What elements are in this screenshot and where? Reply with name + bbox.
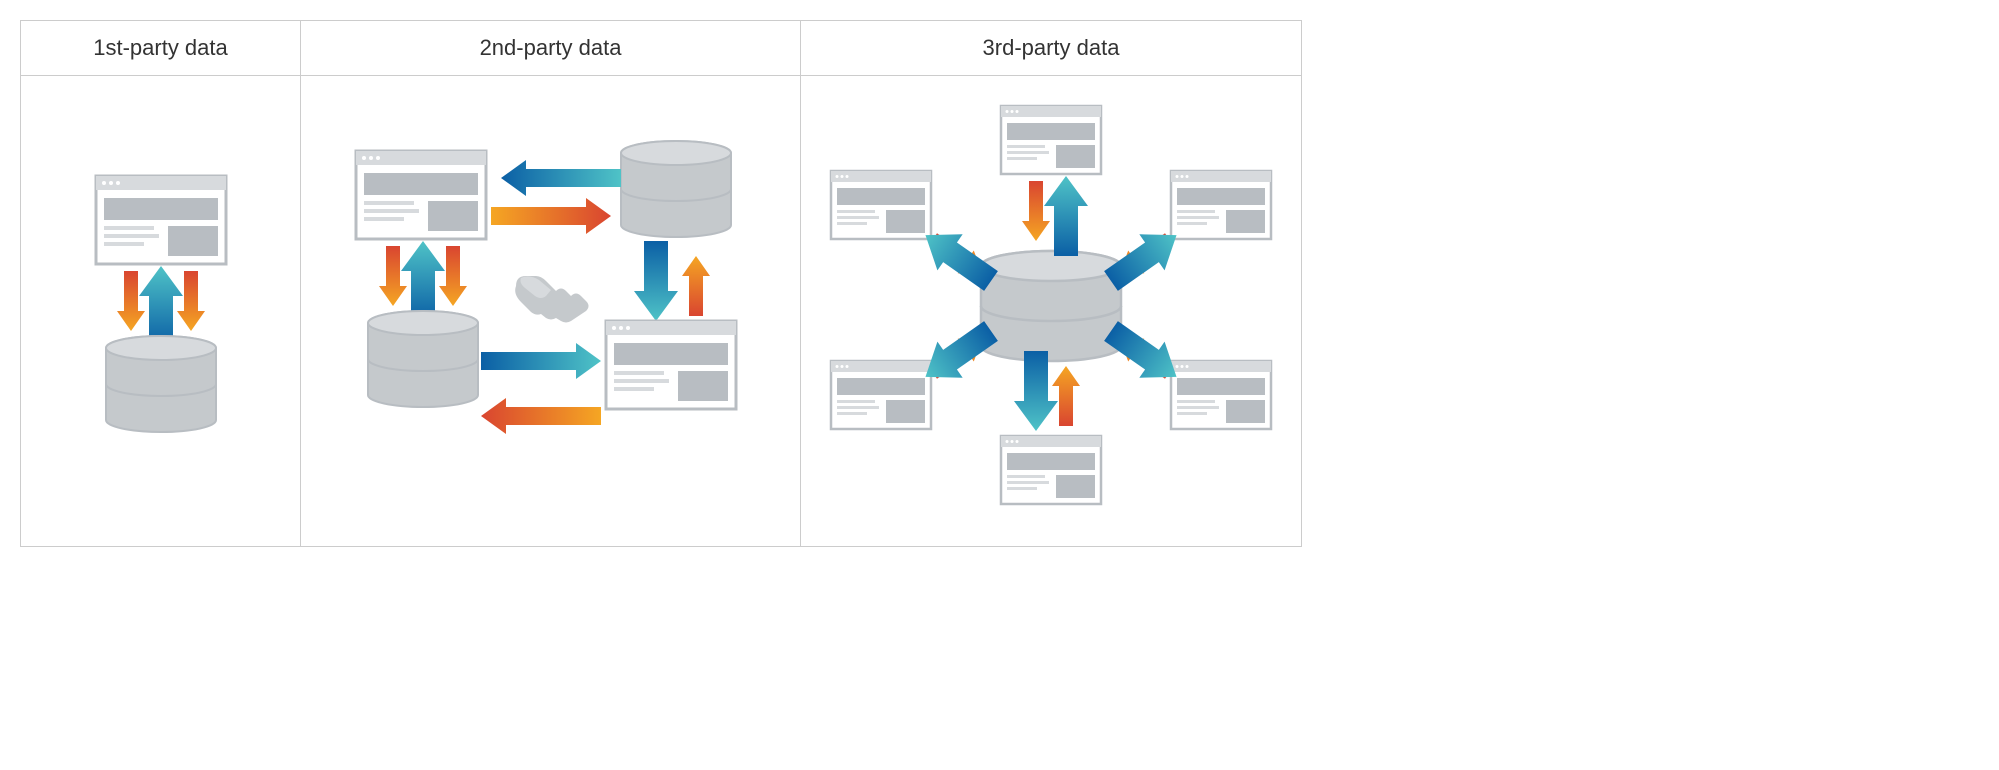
- arrow-left-icon: [501, 160, 621, 196]
- browser-icon: [831, 171, 931, 239]
- database-icon: [368, 311, 478, 407]
- arrow-down-icon: [1022, 181, 1050, 241]
- arrow-down-icon: [177, 271, 205, 331]
- panel-3-graphic: [801, 76, 1301, 546]
- database-icon: [981, 251, 1121, 361]
- arrow-right-icon: [491, 198, 611, 234]
- handshake-icon: [515, 276, 588, 323]
- panel-1-graphic: [21, 76, 300, 546]
- panel-2-body: [301, 76, 800, 546]
- arrow-left-icon: [481, 398, 601, 434]
- arrow-up-icon: [139, 266, 183, 346]
- browser-icon: [1171, 361, 1271, 429]
- browser-icon: [96, 176, 226, 264]
- arrow-down-icon: [379, 246, 407, 306]
- database-icon: [621, 141, 731, 237]
- arrow-down-icon: [439, 246, 467, 306]
- arrow-right-icon: [481, 343, 601, 379]
- panel-2-graphic: [301, 76, 800, 546]
- arrow-up-icon: [1044, 176, 1088, 256]
- panel-1-title: 1st-party data: [21, 21, 300, 76]
- arrow-down-icon: [117, 271, 145, 331]
- panel-3-title: 3rd-party data: [801, 21, 1301, 76]
- arrow-up-icon: [1052, 366, 1080, 426]
- arrow-down-icon: [1014, 351, 1058, 431]
- database-icon: [106, 336, 216, 432]
- panel-3-body: [801, 76, 1301, 546]
- panel-3rd-party: 3rd-party data: [801, 21, 1301, 546]
- panel-1-body: [21, 76, 300, 546]
- panel-2nd-party: 2nd-party data: [301, 21, 801, 546]
- browser-icon: [606, 321, 736, 409]
- browser-icon: [356, 151, 486, 239]
- arrow-up-icon: [401, 241, 445, 321]
- arrow-down-icon: [634, 241, 678, 321]
- panel-1st-party: 1st-party data: [21, 21, 301, 546]
- panel-2-title: 2nd-party data: [301, 21, 800, 76]
- data-types-diagram: 1st-party data 2nd-party data: [20, 20, 1302, 547]
- browser-icon: [1001, 106, 1101, 174]
- arrow-up-icon: [682, 256, 710, 316]
- browser-icon: [1171, 171, 1271, 239]
- browser-icon: [1001, 436, 1101, 504]
- browser-icon: [831, 361, 931, 429]
